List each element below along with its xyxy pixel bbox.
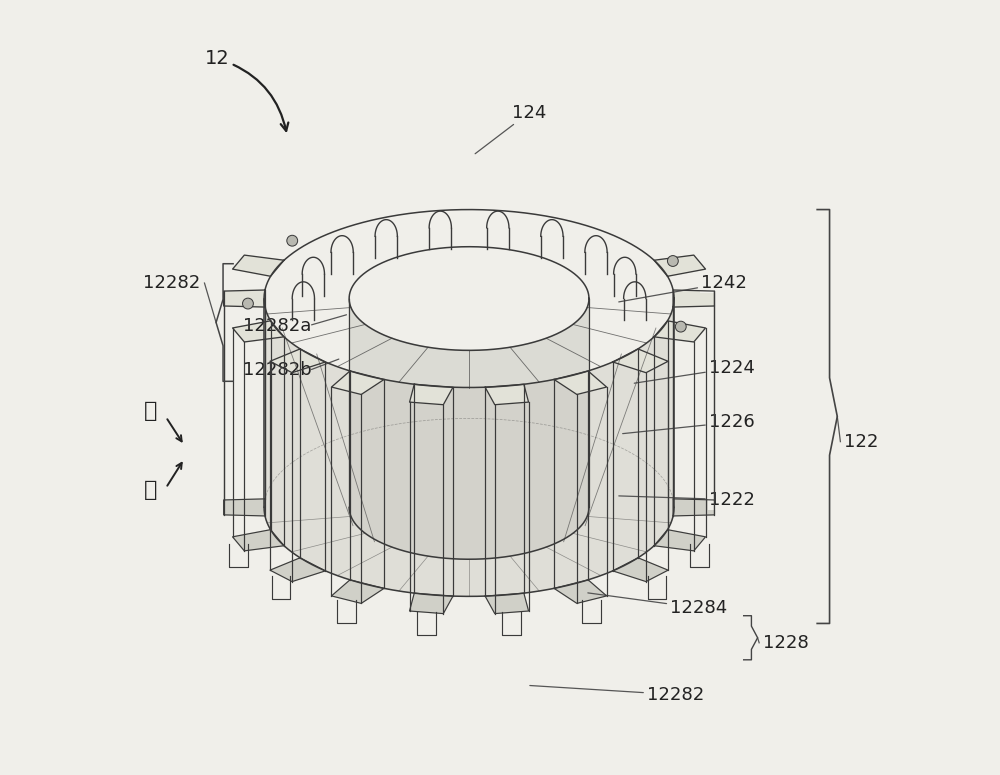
- Polygon shape: [349, 298, 589, 560]
- Polygon shape: [270, 349, 325, 373]
- Polygon shape: [673, 499, 714, 516]
- Polygon shape: [233, 255, 284, 276]
- Text: 12282: 12282: [143, 274, 200, 292]
- Text: 12282b: 12282b: [243, 361, 312, 380]
- Text: 1226: 1226: [623, 413, 755, 434]
- Text: 1242: 1242: [619, 274, 747, 302]
- Text: 下: 下: [144, 480, 157, 500]
- Circle shape: [675, 321, 686, 332]
- Circle shape: [287, 236, 298, 246]
- Text: 122: 122: [844, 432, 879, 450]
- Text: 1224: 1224: [634, 359, 755, 383]
- Polygon shape: [654, 255, 706, 276]
- Text: 1222: 1222: [619, 491, 755, 508]
- Polygon shape: [410, 593, 453, 614]
- Polygon shape: [485, 384, 529, 405]
- Text: 12282: 12282: [530, 686, 704, 704]
- Polygon shape: [233, 321, 284, 342]
- Polygon shape: [224, 290, 265, 307]
- Polygon shape: [654, 529, 706, 551]
- Circle shape: [243, 298, 253, 309]
- Text: 124: 124: [475, 104, 546, 153]
- Polygon shape: [270, 558, 325, 581]
- Text: 12284: 12284: [588, 593, 727, 617]
- Text: 1228: 1228: [763, 634, 809, 652]
- Text: 12282a: 12282a: [243, 317, 312, 335]
- Polygon shape: [264, 298, 674, 597]
- Polygon shape: [410, 384, 453, 405]
- Text: 12: 12: [205, 50, 288, 131]
- Polygon shape: [554, 371, 607, 394]
- Text: 上: 上: [144, 401, 157, 421]
- Polygon shape: [673, 290, 714, 307]
- Polygon shape: [224, 499, 265, 516]
- Polygon shape: [554, 580, 607, 604]
- Circle shape: [667, 256, 678, 267]
- Polygon shape: [613, 349, 668, 373]
- Polygon shape: [331, 371, 384, 394]
- Polygon shape: [613, 558, 668, 581]
- Polygon shape: [485, 593, 529, 614]
- Polygon shape: [233, 529, 284, 551]
- Polygon shape: [654, 321, 706, 342]
- Polygon shape: [331, 580, 384, 604]
